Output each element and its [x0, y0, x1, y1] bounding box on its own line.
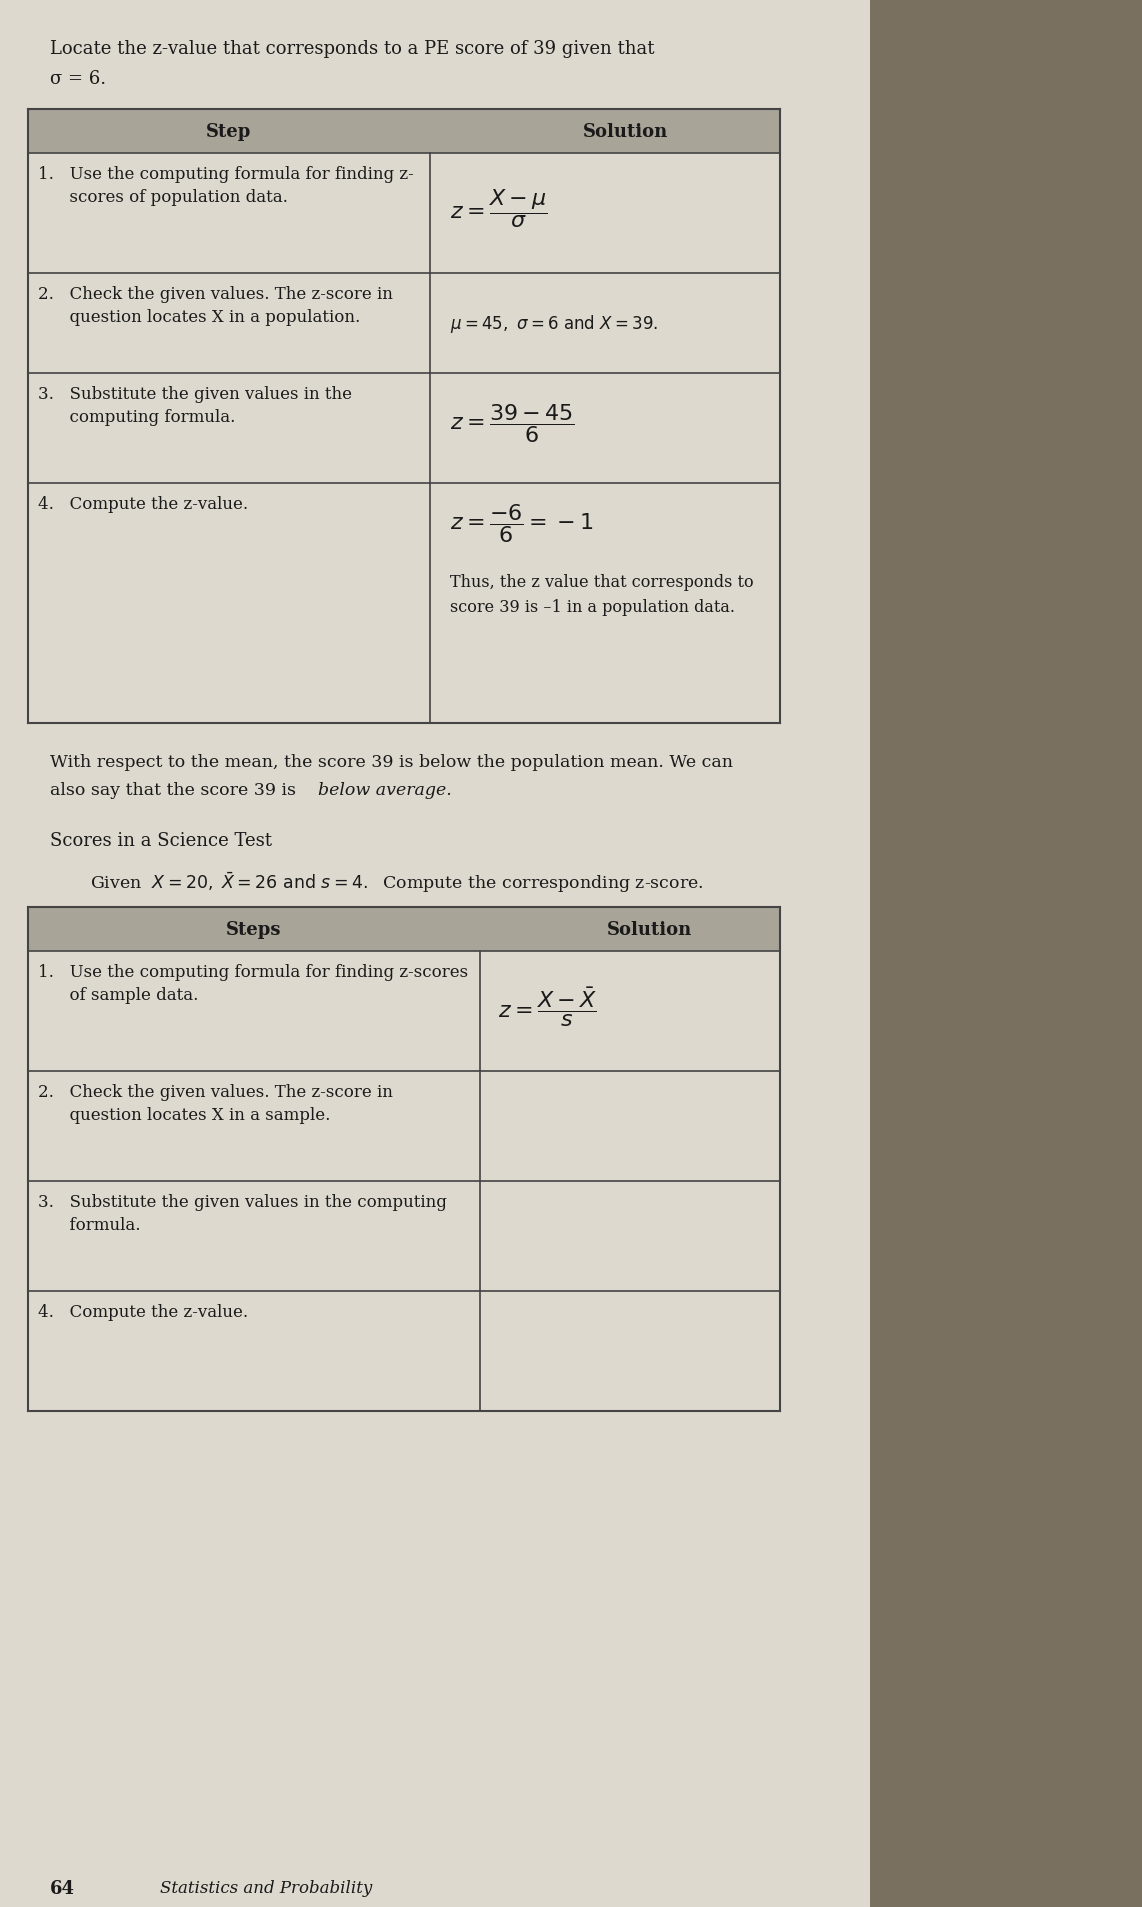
Text: Given  $X = 20,\ \bar{X} = 26\ \mathrm{and}\ s = 4.$  Compute the corresponding : Given $X = 20,\ \bar{X} = 26\ \mathrm{an…: [90, 870, 703, 894]
Text: also say that the score 39 is: also say that the score 39 is: [50, 782, 301, 799]
Bar: [29, 1072, 780, 1180]
Text: 1.   Use the computing formula for finding z-scores
      of sample data.: 1. Use the computing formula for finding…: [38, 963, 468, 1003]
Text: Steps: Steps: [226, 921, 282, 938]
Text: $z = \dfrac{-6}{6} = -1$: $z = \dfrac{-6}{6} = -1$: [450, 502, 594, 545]
Bar: [870, 0, 1142, 1907]
Text: Locate the z-value that corresponds to a PE score of 39 given that: Locate the z-value that corresponds to a…: [50, 40, 654, 57]
Text: With respect to the mean, the score 39 is below the population mean. We can: With respect to the mean, the score 39 i…: [50, 753, 733, 770]
Bar: [29, 484, 780, 723]
Text: Scores in a Science Test: Scores in a Science Test: [50, 831, 272, 849]
Text: Statistics and Probability: Statistics and Probability: [160, 1878, 372, 1896]
Text: 2.   Check the given values. The z-score in
      question locates X in a sample: 2. Check the given values. The z-score i…: [38, 1083, 393, 1123]
Bar: [29, 374, 780, 484]
Text: below average.: below average.: [317, 782, 452, 799]
Bar: [0, 0, 870, 1907]
Bar: [29, 275, 780, 374]
Bar: [29, 1180, 780, 1291]
Bar: [29, 1291, 780, 1411]
Text: Thus, the z value that corresponds to
score 39 is –1 in a population data.: Thus, the z value that corresponds to sc…: [450, 574, 754, 616]
Bar: [29, 154, 780, 275]
Text: 4.   Compute the z-value.: 4. Compute the z-value.: [38, 1302, 248, 1320]
Text: $z = \dfrac{X - \bar{X}}{s}$: $z = \dfrac{X - \bar{X}}{s}$: [498, 984, 597, 1028]
Text: 3.   Substitute the given values in the
      computing formula.: 3. Substitute the given values in the co…: [38, 385, 352, 427]
Text: 1.   Use the computing formula for finding z-
      scores of population data.: 1. Use the computing formula for finding…: [38, 166, 413, 206]
Bar: [29, 111, 780, 154]
Text: 3.   Substitute the given values in the computing
      formula.: 3. Substitute the given values in the co…: [38, 1194, 447, 1234]
Text: $\mu = 45,\ \sigma = 6\ \mathrm{and}\ X = 39.$: $\mu = 45,\ \sigma = 6\ \mathrm{and}\ X …: [450, 313, 658, 336]
Bar: [29, 952, 780, 1072]
Text: σ = 6.: σ = 6.: [50, 71, 106, 88]
Bar: [29, 908, 780, 952]
Text: $z = \dfrac{X-\mu}{\sigma}$: $z = \dfrac{X-\mu}{\sigma}$: [450, 187, 548, 231]
Text: 4.   Compute the z-value.: 4. Compute the z-value.: [38, 496, 248, 513]
Text: Solution: Solution: [608, 921, 693, 938]
Text: Step: Step: [207, 122, 251, 141]
Text: 2.   Check the given values. The z-score in
      question locates X in a popula: 2. Check the given values. The z-score i…: [38, 286, 393, 326]
Text: 64: 64: [50, 1878, 75, 1897]
Text: Solution: Solution: [582, 122, 668, 141]
Text: $z = \dfrac{39-45}{6}$: $z = \dfrac{39-45}{6}$: [450, 402, 574, 444]
